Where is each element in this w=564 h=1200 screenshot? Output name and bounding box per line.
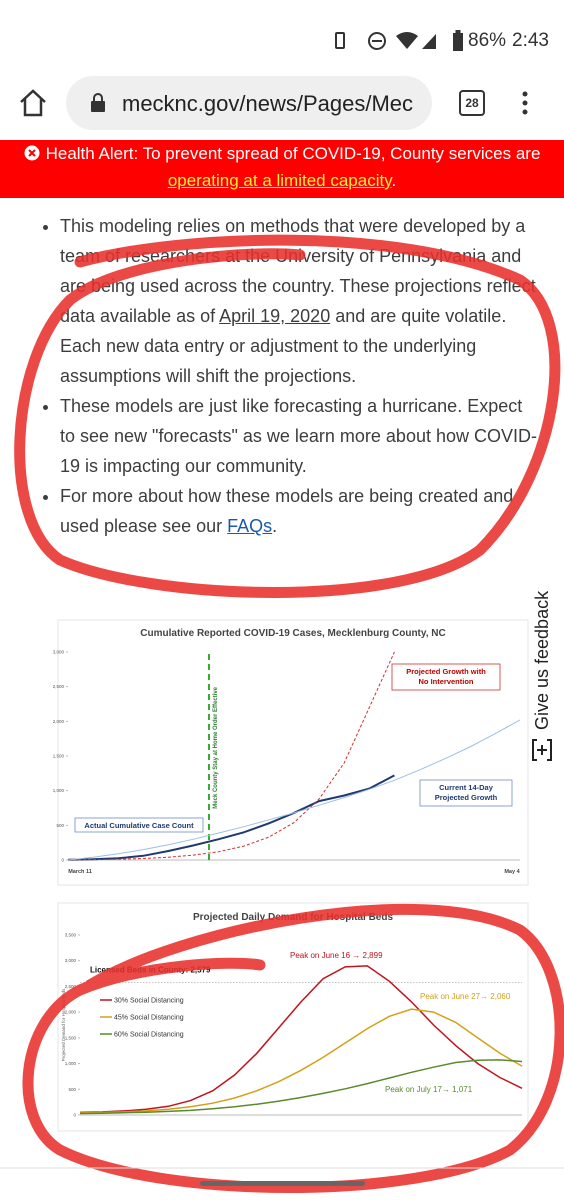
battery-icon [453, 30, 463, 51]
series-line [79, 1008, 523, 1114]
bullet: These models are just like forecasting a… [60, 391, 538, 481]
x-tick-label: March 11 [68, 869, 92, 875]
alert-end: . [391, 171, 397, 190]
chart-frame [57, 902, 529, 1132]
series-callout: Projected Growth with No Intervention [406, 667, 486, 686]
address-bar[interactable]: mecknc.gov/news/Pages/Mec [66, 76, 432, 130]
series-callout: Current 14-Day Projected Growth [435, 783, 498, 802]
alert-link[interactable]: operating at a limited capacity [167, 171, 392, 190]
y-tick-label: 0 [73, 1113, 76, 1118]
y-tick-label: 2,000 [65, 1010, 77, 1015]
y-tick-label: 2,500 [65, 984, 77, 989]
peak-label: Peak on July 17→ 1,071 [385, 1085, 473, 1094]
y-tick-label: 2,000 [53, 719, 65, 724]
series-callout-box [74, 817, 204, 833]
peak-label: Peak on June 27→ 2,060 [420, 992, 511, 1001]
alert-icon [24, 145, 40, 161]
tab-count[interactable]: 28 [459, 90, 485, 116]
y-tick-label: 3,000 [65, 958, 77, 963]
bullet-link[interactable]: FAQs [227, 516, 273, 536]
chart-title: Cumulative Reported COVID-19 Cases, Meck… [140, 628, 445, 639]
legend-label: 30% Social Distancing [114, 998, 184, 1005]
home-button[interactable] [18, 88, 48, 118]
legend-label: 60% Social Distancing [114, 1032, 184, 1039]
y-tick-label: 500 [56, 823, 64, 828]
status-bar: 86% 2:43 [0, 0, 564, 70]
bullet-text: These models are just like forecasting a… [60, 396, 537, 476]
series-line [79, 1059, 523, 1115]
y-tick-label: 2,500 [53, 684, 65, 689]
browser-toolbar: mecknc.gov/news/Pages/Mec 28 [0, 70, 564, 138]
series-line [67, 719, 521, 861]
y-tick-label: 1,000 [65, 1061, 77, 1066]
health-alert: Health Alert: To prevent spread of COVID… [0, 140, 564, 198]
battery-level: 86% [468, 30, 507, 51]
url: mecknc.gov/news/Pages/Mec [122, 91, 414, 116]
feedback-tab[interactable]: Give us feedback [522, 570, 562, 761]
y-tick-label: 1,500 [53, 754, 65, 759]
status-icons [335, 32, 436, 50]
series-line [67, 774, 395, 861]
annotation-scribble [14, 234, 561, 598]
feedback-icon [532, 739, 552, 761]
bullet-text: . [272, 516, 278, 536]
y-tick-label: 1,000 [53, 788, 65, 793]
y-tick-label: 3,000 [53, 650, 65, 655]
series-callout-box [391, 663, 501, 691]
annotation-scribble [22, 903, 564, 1193]
x-tick-label: May 4 [504, 869, 520, 875]
series-callout: Actual Cumulative Case Count [84, 821, 194, 830]
lock-icon [91, 93, 105, 112]
bullet-text: and are quite volatile. Each new data en… [60, 306, 507, 386]
bullet-text: For more about how these models are bein… [60, 486, 514, 536]
y-axis-label: Projected Demand for Hospital Beds [61, 988, 66, 1062]
y-tick-label: 1,500 [65, 1035, 77, 1040]
home-indicator [200, 1181, 365, 1186]
alert-text: Health Alert: To prevent spread of COVID… [45, 144, 541, 163]
event-label: Meck County Stay at Home Order Effective [213, 686, 219, 808]
bullet: For more about how these models are bein… [60, 481, 538, 541]
clock: 2:43 [512, 30, 549, 51]
series-callout-box [419, 779, 513, 807]
peak-label: Peak on June 16 → 2,899 [290, 951, 383, 960]
y-tick-label: 0 [61, 858, 64, 863]
y-tick-label: 3,500 [65, 933, 77, 938]
menu-button[interactable] [520, 90, 530, 118]
legend-label: 45% Social Distancing [114, 1015, 184, 1022]
y-tick-label: 500 [68, 1087, 76, 1092]
series-line [79, 965, 523, 1114]
bullet-link[interactable]: April 19, 2020 [219, 306, 331, 326]
